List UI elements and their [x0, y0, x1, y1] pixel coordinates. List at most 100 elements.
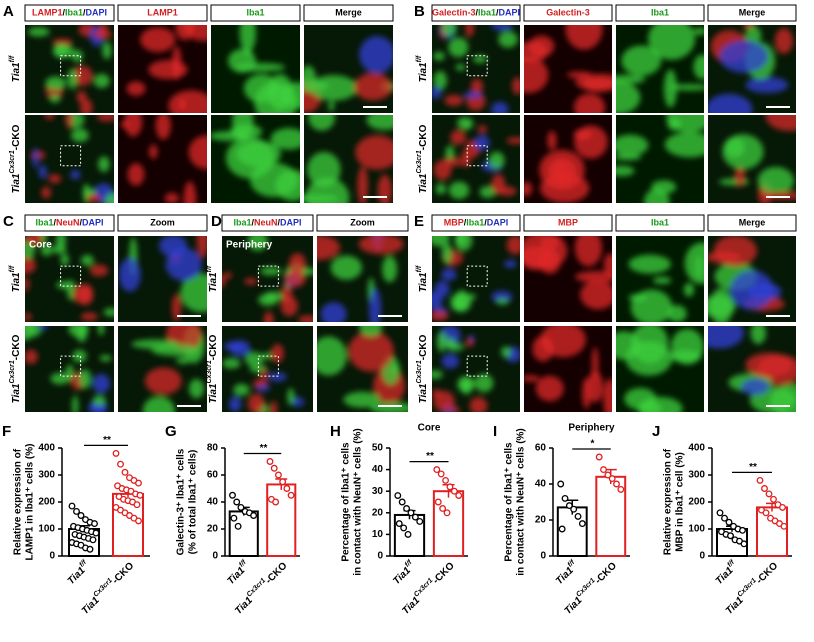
cell-signal: [580, 280, 612, 310]
cell-signal: [465, 338, 474, 347]
cell-signal: [450, 292, 472, 313]
micrograph-content: [616, 25, 704, 113]
cell-signal: [99, 354, 112, 362]
micrograph-content: [628, 242, 704, 322]
header-segment: DAPI: [280, 218, 302, 228]
cell-signal: [188, 378, 205, 399]
header-segment: /: [464, 218, 467, 228]
micrograph: [432, 236, 520, 322]
cell-signal: [745, 26, 762, 46]
data-point: [565, 502, 573, 510]
header-box: [24, 214, 115, 232]
genotype-label: Tia1Cx3cr1-CKO: [9, 124, 22, 193]
cell-signal: [50, 372, 70, 385]
y-axis-label: Relative expression of: [13, 448, 24, 555]
cell-signal: [309, 75, 358, 101]
genotype-label: Tia1f/f: [224, 558, 252, 586]
genotype-base: Tia1: [225, 565, 247, 587]
cell-signal: [308, 115, 335, 131]
data-point: [77, 512, 85, 519]
header-label: Merge: [739, 8, 766, 18]
micrograph-content: [616, 115, 704, 203]
micrograph-content: [126, 25, 207, 113]
data-point: [770, 495, 777, 503]
roi-box: [466, 355, 488, 377]
data-point: [604, 471, 612, 479]
cell-signal: [735, 166, 745, 187]
y-tick-label: 0: [377, 551, 383, 562]
cell-signal: [140, 27, 176, 53]
genotype-label: Tia1f/f: [552, 558, 580, 586]
data-point: [274, 471, 282, 479]
genotype-suffix: -CKO: [208, 334, 219, 360]
header-segment: Iba1: [233, 218, 251, 228]
cell-signal: [472, 55, 487, 64]
chart-title: Core: [418, 423, 441, 434]
data-point: [439, 505, 447, 512]
panel-letter: D: [211, 213, 222, 230]
cell-signal: [433, 70, 447, 90]
cell-signal: [196, 236, 207, 258]
cell-signal: [89, 264, 109, 277]
cell-signal: [683, 282, 695, 297]
data-point: [233, 498, 241, 506]
micrograph-content: [228, 25, 300, 113]
micrograph: [222, 236, 313, 322]
header-segment: LAMP1: [32, 8, 63, 18]
cell-signal: [745, 352, 793, 378]
cell-signal: [555, 162, 564, 179]
header-segment: Iba1: [466, 218, 484, 228]
genotype-suffix: -CKO: [593, 560, 619, 586]
cell-signal: [524, 56, 549, 94]
genotype-base: Tia1: [724, 595, 746, 617]
cell-signal: [328, 100, 335, 112]
y-tick-label: 40: [535, 479, 547, 490]
y-tick-label: 200: [38, 497, 55, 508]
genotype-label: Tia1f/f: [64, 558, 92, 586]
cell-signal: [93, 31, 113, 39]
cell-signal: [436, 331, 447, 352]
header-segment: Iba1: [651, 8, 669, 18]
header-label: Galectin-3/Iba1/DAPI: [432, 8, 520, 18]
micrograph: [211, 25, 300, 113]
header-label: Iba1/NeuN/DAPI: [233, 218, 301, 228]
y-axis-label: LAMP1 in Iba1⁺ cells (%): [25, 444, 36, 561]
genotype-label: Tia1f/f: [416, 265, 429, 292]
header-segment: NeuN: [254, 218, 278, 228]
cell-signal: [770, 383, 796, 412]
cell-signal: [98, 156, 110, 173]
data-point: [283, 485, 291, 492]
cell-signal: [256, 384, 271, 392]
data-point: [739, 526, 746, 534]
cell-signal: [621, 45, 662, 76]
cell-signal: [765, 115, 796, 132]
cell-signal: [38, 164, 47, 179]
cell-signal: [96, 115, 114, 122]
cell-signal: [457, 116, 474, 130]
header-segment: /: [80, 218, 83, 228]
data-point: [578, 520, 586, 528]
y-axis-label: Percentage of Iba1⁺ cells: [341, 442, 352, 562]
cell-signal: [88, 404, 109, 412]
header-segment: Zoom: [350, 218, 375, 228]
data-point: [398, 498, 406, 506]
header-segment: /: [83, 8, 86, 18]
cell-signal: [695, 255, 702, 280]
cell-signal: [524, 181, 532, 197]
roi-box: [60, 355, 82, 377]
y-tick-label: 0: [699, 551, 705, 562]
cell-signal: [142, 396, 176, 412]
header-box: [117, 4, 208, 22]
micrograph-content: [708, 25, 794, 113]
cell-signal: [52, 38, 73, 46]
cell-signal: [233, 383, 250, 396]
cell-signal: [574, 236, 603, 267]
micrograph-content: [120, 115, 207, 203]
cell-signal: [127, 163, 145, 186]
cell-signal: [745, 77, 789, 93]
genotype-base: Tia1: [233, 595, 255, 617]
cell-signal: [27, 27, 50, 37]
cell-signal: [603, 378, 612, 412]
data-point: [761, 485, 768, 492]
roi-box: [60, 265, 82, 287]
